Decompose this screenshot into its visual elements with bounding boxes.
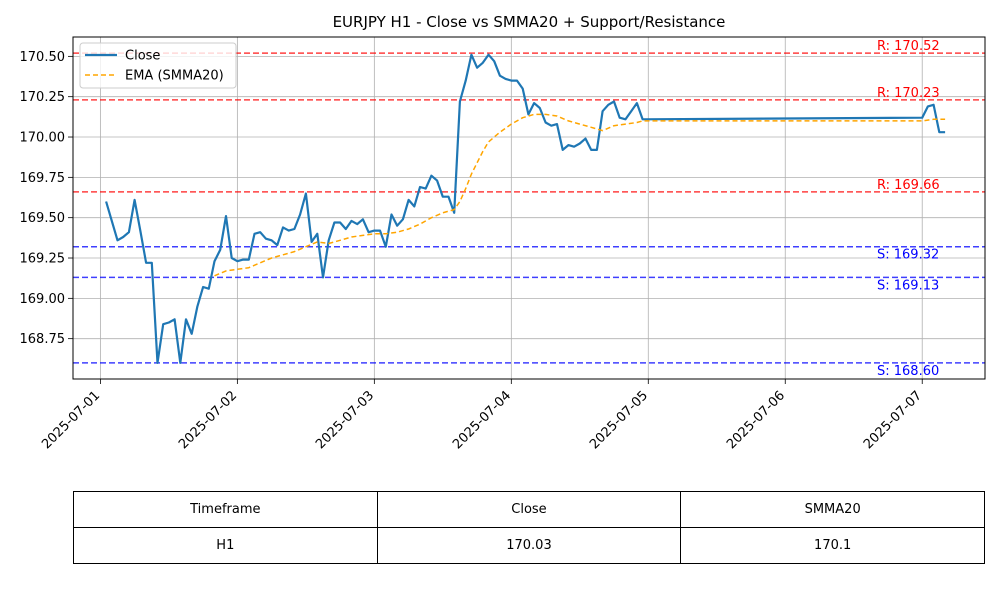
x-tick-label: 2025-07-04 bbox=[450, 388, 514, 452]
chart-title: EURJPY H1 - Close vs SMMA20 + Support/Re… bbox=[333, 13, 726, 31]
table-cell-smma20: 170.1 bbox=[680, 527, 985, 564]
smma20-series-line bbox=[214, 113, 946, 277]
y-tick-label: 169.00 bbox=[20, 292, 66, 307]
resistance-level-label: R: 170.23 bbox=[877, 86, 940, 101]
support-level-label: S: 168.60 bbox=[877, 364, 939, 379]
x-tick-label: 2025-07-07 bbox=[861, 388, 925, 452]
table-row: H1 170.03 170.1 bbox=[73, 527, 985, 564]
y-tick-label: 168.75 bbox=[20, 332, 66, 347]
y-tick-label: 170.50 bbox=[20, 50, 66, 65]
x-tick-label: 2025-07-05 bbox=[587, 388, 651, 452]
table-cell-close: 170.03 bbox=[376, 527, 682, 564]
support-resistance-levels: R: 170.52 R: 170.23 R: 169.66 S: 169.32 S: 1… bbox=[73, 39, 985, 379]
table-header-smma20: SMMA20 bbox=[680, 491, 985, 528]
plot-frame bbox=[72, 36, 986, 380]
y-tick-label: 170.25 bbox=[20, 90, 66, 105]
y-tick-label: 169.50 bbox=[20, 211, 66, 226]
legend-label: Close bbox=[125, 49, 160, 64]
table-header-row: Timeframe Close SMMA20 bbox=[73, 491, 985, 528]
table-header-timeframe: Timeframe bbox=[73, 491, 378, 528]
resistance-level-label: R: 169.66 bbox=[877, 178, 940, 193]
resistance-level-label: R: 170.52 bbox=[877, 39, 940, 54]
x-tick-label: 2025-07-06 bbox=[724, 388, 788, 452]
support-level-label: S: 169.32 bbox=[877, 248, 939, 263]
table-cell-timeframe: H1 bbox=[73, 527, 378, 564]
support-level-label: S: 169.13 bbox=[877, 278, 939, 293]
x-tick-label: 2025-07-01 bbox=[39, 388, 103, 452]
series bbox=[105, 53, 946, 364]
legend-label: EMA (SMMA20) bbox=[125, 69, 224, 84]
y-tick-label: 170.00 bbox=[20, 131, 66, 146]
y-tick-label: 169.25 bbox=[20, 252, 66, 267]
x-tick-label: 2025-07-02 bbox=[176, 388, 240, 452]
y-tick-label: 169.75 bbox=[20, 171, 66, 186]
axes: 2025-07-01 2025-07-02 2025-07-03 2025-07-04… bbox=[20, 50, 926, 452]
summary-table: Timeframe Close SMMA20 H1 170.03 170.1 bbox=[73, 491, 985, 564]
chart: EURJPY H1 - Close vs SMMA20 + Support/Re… bbox=[20, 13, 986, 452]
x-tick-label: 2025-07-03 bbox=[313, 388, 377, 452]
table-header-close: Close bbox=[376, 491, 682, 528]
legend: Close EMA (SMMA20) bbox=[79, 42, 237, 89]
legend-box bbox=[79, 42, 237, 89]
close-series-line bbox=[105, 53, 946, 364]
